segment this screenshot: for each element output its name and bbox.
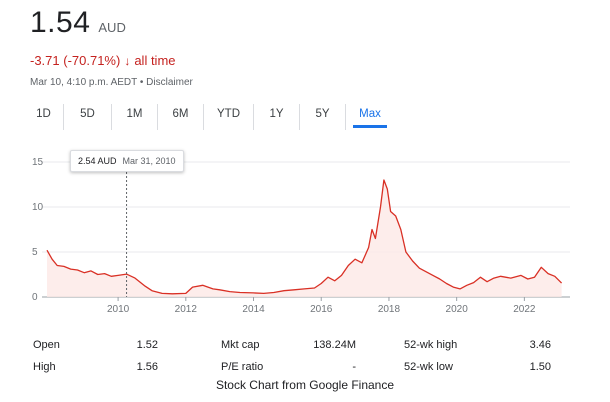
change-period: all time (134, 53, 176, 68)
tab-5y[interactable]: 5Y (300, 104, 346, 130)
x-tick-label: 2020 (446, 304, 469, 315)
arrow-down-icon: ↓ (124, 53, 131, 68)
tooltip-price: 2.54 AUD (78, 156, 117, 166)
tooltip-date: Mar 31, 2010 (122, 156, 176, 166)
disclaimer-link[interactable]: Disclaimer (146, 77, 193, 88)
open-label: Open (33, 339, 60, 351)
current-price: 1.54 (30, 6, 91, 39)
tab-5d[interactable]: 5D (64, 104, 112, 130)
x-tick-label: 2014 (242, 304, 265, 315)
range-tabs: 1D 5D 1M 6M YTD 1Y 5Y Max (24, 104, 394, 130)
tab-1y[interactable]: 1Y (254, 104, 300, 130)
x-tick-label: 2016 (310, 304, 333, 315)
tab-1d[interactable]: 1D (24, 104, 64, 130)
stats-row: High 1.56 P/E ratio - 52-wk low 1.50 (33, 356, 553, 378)
quote-header: 1.54 AUD (30, 6, 126, 40)
tab-ytd[interactable]: YTD (204, 104, 254, 130)
high-label: High (33, 361, 56, 373)
timestamp: Mar 10, 4:10 p.m. AEDT (30, 77, 138, 88)
footer-caption: Stock Chart from Google Finance (215, 378, 395, 392)
currency-code: AUD (98, 20, 126, 35)
y-tick-label: 5 (32, 247, 38, 258)
y-tick-label: 0 (32, 292, 38, 303)
mktcap-value: 138.24M (313, 339, 356, 351)
wk52low-label: 52-wk low (404, 361, 453, 373)
tab-6m[interactable]: 6M (158, 104, 204, 130)
stats-table: Open 1.52 Mkt cap 138.24M 52-wk high 3.4… (33, 334, 553, 378)
pe-label: P/E ratio (221, 361, 264, 373)
hover-tooltip: 2.54 AUD Mar 31, 2010 (70, 150, 184, 172)
open-value: 1.52 (136, 339, 158, 351)
price-chart[interactable]: 0 5 10 15 2010 2012 2014 2016 2018 2020 2022 (0, 140, 610, 322)
tab-max[interactable]: Max (346, 104, 394, 130)
separator-dot: • (139, 77, 144, 88)
x-tick-label: 2012 (175, 304, 198, 315)
change-value: -3.71 (-70.71%) (30, 53, 121, 68)
y-tick-label: 10 (32, 202, 44, 213)
stats-row: Open 1.52 Mkt cap 138.24M 52-wk high 3.4… (33, 334, 553, 356)
mktcap-label: Mkt cap (221, 339, 260, 351)
wk52low-value: 1.50 (529, 361, 551, 373)
chart-price-line (46, 179, 563, 295)
x-tick-label: 2022 (513, 304, 536, 315)
pe-value: - (352, 361, 356, 373)
timestamp-line: Mar 10, 4:10 p.m. AEDT • Disclaimer (30, 77, 193, 88)
wk52high-value: 3.46 (529, 339, 551, 351)
chart-area-fill (47, 180, 562, 297)
x-tick-label: 2010 (107, 304, 130, 315)
x-tick-label: 2018 (378, 304, 401, 315)
wk52high-label: 52-wk high (404, 339, 458, 351)
price-change: -3.71 (-70.71%) ↓ all time (30, 53, 176, 68)
y-tick-label: 15 (32, 157, 44, 168)
tab-1m[interactable]: 1M (112, 104, 158, 130)
high-value: 1.56 (136, 361, 158, 373)
